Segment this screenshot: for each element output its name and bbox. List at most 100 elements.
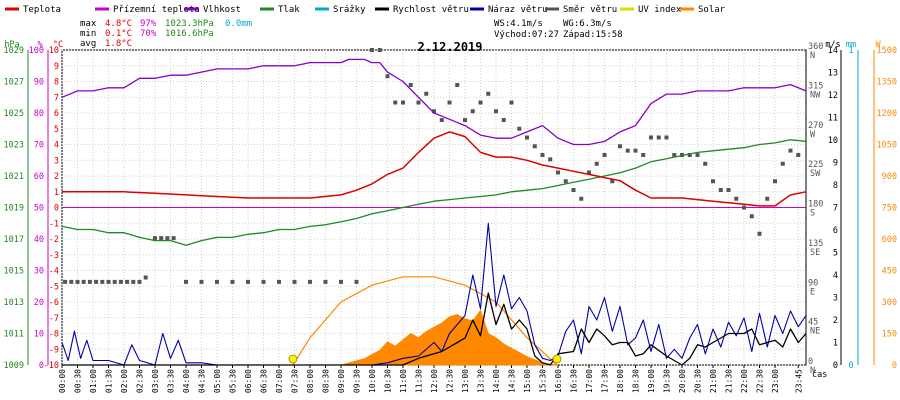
wind-dir-tick-name: N (810, 366, 815, 376)
wind-dir-point (455, 83, 460, 87)
wind-dir-point (393, 100, 398, 105)
temperature-tick-label: -5 (49, 282, 59, 292)
wind-dir-point (377, 48, 382, 52)
pressure-tick-label: 1013 (4, 298, 24, 308)
wind-dir-point (703, 161, 708, 166)
temperature-tick-label: 3 (54, 156, 59, 166)
solar-tick-label: 150 (882, 330, 897, 340)
wind-dir-point (131, 279, 136, 284)
wind-speed-tick-label: 7 (833, 204, 838, 214)
temperature-tick-label: 6 (54, 109, 59, 119)
solar-tick-label: 300 (882, 298, 897, 308)
wind-dir-point (125, 279, 130, 284)
time-tick-label: 14:30 (508, 369, 517, 393)
time-tick-label: 16:00 (554, 369, 563, 393)
stat-humidity: 70% (140, 29, 157, 39)
wind-dir-point (408, 83, 413, 87)
temperature-tick-label: -8 (49, 330, 59, 340)
time-tick-label: 14:00 (492, 369, 501, 393)
temperature-tick-label: 5 (54, 125, 59, 135)
wind-dir-tick-name: SE (810, 248, 820, 258)
time-tick-label: 11:30 (415, 369, 424, 393)
wind-dir-point (463, 118, 467, 122)
temperature-tick-label: 9 (54, 62, 59, 72)
solar-tick-label: 1500 (877, 46, 897, 56)
series-solar-max-line (292, 276, 558, 366)
wind-dir-tick-label: 45 (808, 318, 818, 328)
wind-dir-point (517, 126, 522, 131)
sunrise-info: Východ:07:27 (494, 30, 559, 40)
pressure-tick-label: 1017 (4, 235, 24, 245)
time-tick-label: 05:00 (213, 369, 222, 393)
temperature-tick-label: 4 (54, 141, 59, 151)
time-tick-label: 18:30 (632, 369, 641, 393)
wind-dir-tick-name: S (810, 209, 815, 219)
humidity-tick-label: 60 (34, 172, 44, 182)
wind-dir-point (509, 100, 514, 105)
wind-dir-point (548, 157, 553, 162)
pressure-tick-label: 1029 (4, 46, 24, 56)
wind-dir-point (75, 279, 80, 284)
wind-dir-point (447, 100, 452, 105)
wind-dir-point (641, 153, 646, 157)
wind-dir-point (540, 153, 545, 157)
sunset-info: Západ:15:58 (563, 30, 623, 40)
time-tick-label: 04:30 (198, 369, 207, 393)
wind-speed-tick-label: 3 (833, 294, 838, 304)
wind-speed-tick-label: 4 (833, 271, 838, 281)
wind-dir-point (610, 179, 615, 184)
solar-axis-unit: W (875, 40, 881, 50)
temperature-tick-label: -2 (49, 235, 59, 245)
sunset-marker (552, 354, 562, 364)
wind-speed-tick-label: 13 (828, 69, 838, 79)
time-tick-label: 19:00 (647, 369, 656, 393)
temperature-tick-label: -1 (49, 219, 59, 229)
pressure-tick-label: 1025 (4, 109, 24, 119)
wind-dir-point (734, 196, 739, 201)
wind-dir-point (525, 135, 529, 140)
wind-dir-tick-label: 90 (808, 278, 818, 288)
time-tick-label: 10:30 (384, 369, 393, 393)
time-tick-label: 04:00 (182, 369, 191, 393)
humidity-tick-label: 100 (29, 46, 44, 56)
wind-dir-point (112, 279, 117, 284)
wind-dir-tick-label: 225 (808, 160, 823, 170)
temperature-tick-label: -4 (49, 267, 59, 277)
wind-dir-point (486, 91, 491, 96)
wind-dir-point (749, 214, 754, 219)
wind-dir-point (199, 279, 204, 284)
wind-dir-point (532, 144, 537, 149)
time-tick-label: 05:30 (229, 369, 238, 393)
time-tick-label: 20:30 (694, 369, 703, 393)
wind-dir-point (118, 279, 123, 284)
humidity-tick-label: 80 (34, 109, 44, 119)
wind-speed-tick-label: 1 (833, 339, 838, 349)
pressure-tick-label: 1011 (4, 330, 24, 340)
temperature-axis-unit: °C (53, 40, 63, 50)
wind-dir-tick-name: N (810, 51, 815, 61)
wind-dir-point (765, 196, 770, 201)
time-tick-label: 10:00 (368, 369, 377, 393)
wind-dir-point (687, 153, 692, 157)
series-solar-area (310, 309, 559, 366)
temperature-tick-label: 2 (54, 172, 59, 182)
wind-dir-tick-name: NW (810, 90, 821, 100)
wind-dir-point (277, 279, 281, 284)
time-tick-label: 15:30 (539, 369, 548, 393)
rain-tick-label: 1 (848, 46, 853, 56)
wind-dir-point (63, 279, 68, 284)
series-pressure-line (61, 139, 807, 246)
time-tick-label: 02:30 (136, 369, 145, 393)
wind-speed-tick-label: 9 (833, 159, 838, 169)
wind-dir-point (339, 279, 343, 284)
solar-tick-label: 900 (882, 172, 897, 182)
time-tick-label: 03:00 (151, 369, 160, 393)
wind-dir-point (649, 135, 653, 140)
wind-dir-point (439, 118, 444, 122)
stat-label: max (80, 19, 97, 29)
wind-dir-point (594, 161, 599, 166)
stat-label: avg (80, 39, 96, 49)
legend-label: Teplota (23, 5, 61, 15)
wind-speed-axis-unit: m/s (825, 40, 840, 50)
